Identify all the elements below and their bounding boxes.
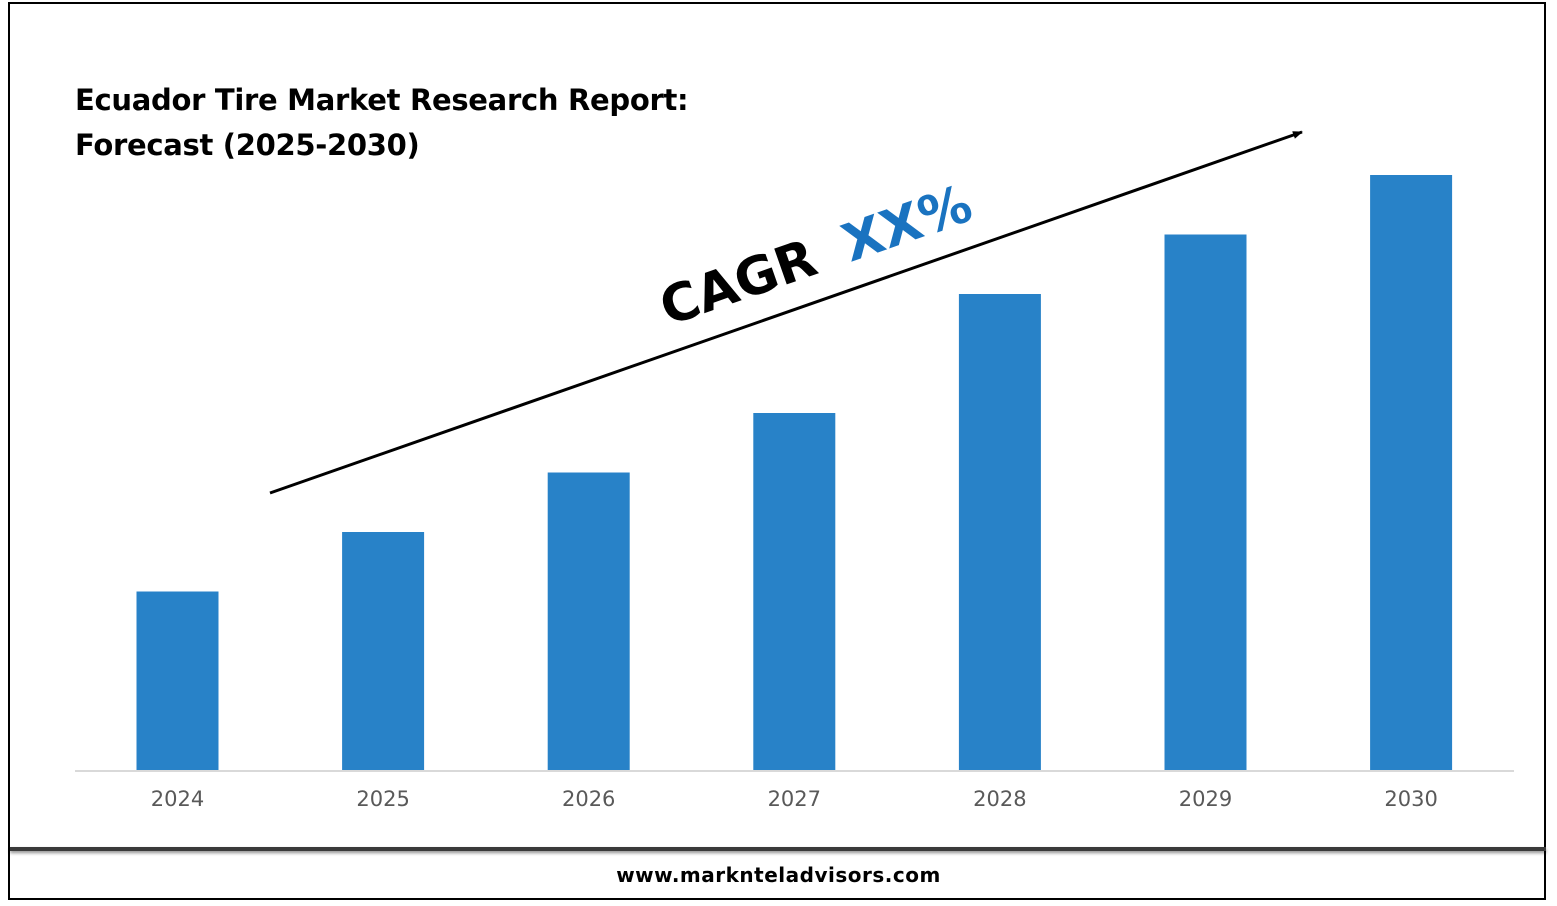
bar-2027 [753,413,836,770]
chart-title-line-2: Forecast (2025-2030) [75,128,420,162]
cagr-value: XX% [835,174,980,274]
x-tick-label-2027: 2027 [768,787,821,811]
cagr-label: CAGR [652,228,824,338]
x-tick-label-2028: 2028 [973,787,1026,811]
footer-website: www.marknteladvisors.com [616,863,941,887]
chart-title: Ecuador Tire Market Research Report: For… [75,78,689,168]
x-tick-label-2026: 2026 [562,787,615,811]
x-tick-label-2030: 2030 [1384,787,1437,811]
bar-2026 [547,472,630,770]
x-tick-label-2029: 2029 [1179,787,1232,811]
chart-title-line-1: Ecuador Tire Market Research Report: [75,83,689,117]
x-tick-label-2024: 2024 [151,787,204,811]
footer-divider [10,847,1546,851]
cagr-annotation: CAGR XX% [652,174,979,338]
bar-2024 [136,591,219,770]
bar-2029 [1164,234,1247,770]
trend-arrow [269,130,1303,495]
x-tick-label-2025: 2025 [356,787,409,811]
bar-2025 [342,532,425,770]
bar-2028 [958,294,1041,770]
bar-2030 [1370,175,1453,770]
bars-group [136,175,1453,770]
x-tick-labels: 2024 2025 2026 2027 2028 2029 2030 [151,787,1438,811]
